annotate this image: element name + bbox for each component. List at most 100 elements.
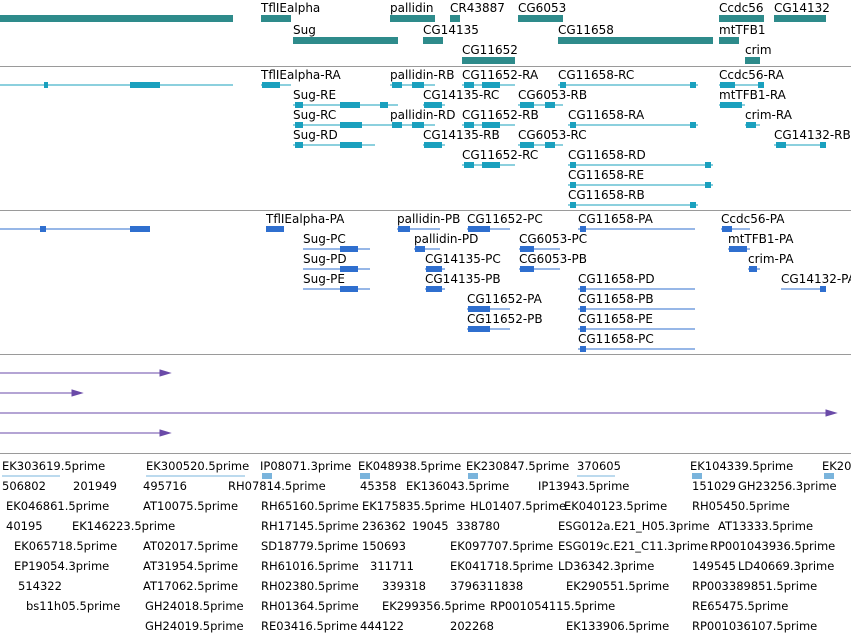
est-feature[interactable]: 236362 — [362, 519, 406, 533]
est-feature[interactable]: RP001043936.5prime — [710, 539, 835, 553]
transcript-feature[interactable]: CG14132-RB — [774, 128, 851, 148]
est-feature[interactable]: EK300520.5prime — [146, 459, 249, 477]
est-feature[interactable]: RE03416.5prime — [261, 619, 357, 633]
est-feature[interactable]: EK065718.5prime — [14, 539, 117, 553]
protein-feature[interactable]: CG11652-PC — [467, 212, 543, 232]
est-feature[interactable]: 45358 — [360, 479, 397, 493]
est-feature[interactable]: RH17145.5prime — [261, 519, 359, 533]
gene-feature[interactable]: CG14135 — [423, 23, 479, 44]
transcript-feature[interactable]: CG6053-RC — [518, 128, 587, 148]
gene-feature[interactable]: CR43887 — [450, 1, 505, 22]
gene-feature[interactable]: CG11652 — [462, 43, 518, 64]
transcript-feature[interactable]: CG11658-RD — [568, 148, 713, 168]
est-feature[interactable]: EK136043.5prime — [406, 479, 509, 493]
est-feature[interactable]: EK290551.5prime — [566, 579, 669, 593]
gene-feature[interactable]: mtTFB1 — [719, 23, 766, 44]
alignment-feature[interactable] — [0, 429, 172, 437]
transcript-feature[interactable]: CG11652-RA — [462, 68, 539, 88]
est-feature[interactable]: AT10075.5prime — [143, 499, 238, 513]
est-feature[interactable]: AT17062.5prime — [143, 579, 238, 593]
est-feature[interactable]: ESG012a.E21_H05.3prime — [558, 519, 710, 533]
protein-feature[interactable]: pallidin-PB — [397, 212, 460, 232]
est-feature[interactable]: 311711 — [370, 559, 414, 573]
protein-feature[interactable]: Ccdc56-PA — [721, 212, 785, 232]
protein-feature[interactable]: CG6053-PB — [519, 252, 587, 272]
est-feature[interactable]: HL01407.5prime — [470, 499, 566, 513]
protein-feature[interactable]: CG11658-PD — [578, 272, 695, 292]
transcript-feature[interactable]: Sug-RE — [293, 88, 398, 108]
est-feature[interactable]: SD18779.5prime — [261, 539, 358, 553]
est-feature[interactable]: RP001036107.5prime — [692, 619, 817, 633]
transcript-feature[interactable]: CG14135-RB — [423, 128, 500, 148]
protein-feature[interactable]: Sug-PC — [303, 232, 370, 252]
est-feature[interactable]: 150693 — [362, 539, 406, 553]
gene-feature[interactable] — [0, 15, 233, 22]
transcript-feature[interactable]: CG6053-RB — [518, 88, 587, 108]
transcript-feature[interactable]: TflIEalpha-RA — [260, 68, 341, 88]
protein-feature[interactable]: Sug-PD — [303, 252, 370, 272]
est-feature[interactable]: RH07814.5prime — [228, 479, 326, 493]
protein-feature[interactable]: CG11658-PC — [578, 332, 695, 352]
transcript-feature[interactable]: crim-RA — [745, 108, 793, 128]
est-feature[interactable]: 514322 — [18, 579, 62, 593]
est-feature[interactable]: RP003389851.5prime — [692, 579, 817, 593]
alignment-feature[interactable] — [0, 369, 172, 377]
protein-feature[interactable]: CG11652-PB — [467, 312, 543, 332]
transcript-feature[interactable]: CG11658-RA — [568, 108, 698, 128]
transcript-feature[interactable]: CG11652-RC — [462, 148, 538, 168]
est-feature[interactable]: 3796311838 — [450, 579, 523, 593]
est-feature[interactable]: 202268 — [450, 619, 494, 633]
protein-feature[interactable]: CG11658-PE — [578, 312, 695, 332]
transcript-feature[interactable]: CG14135-RC — [423, 88, 499, 108]
gene-feature[interactable]: crim — [745, 43, 772, 64]
est-feature[interactable]: EK048938.5prime — [358, 459, 461, 479]
est-feature[interactable]: RH61016.5prime — [261, 559, 359, 573]
protein-feature[interactable]: Sug-PE — [303, 272, 370, 292]
est-feature[interactable]: ESG019c.E21_C11.3prime — [558, 539, 708, 553]
est-feature[interactable]: RH01364.5prime — [261, 599, 359, 613]
protein-feature[interactable]: CG14135-PC — [425, 252, 501, 272]
transcript-feature[interactable]: pallidin-RB — [390, 68, 454, 88]
est-feature[interactable]: 444122 — [360, 619, 404, 633]
est-feature[interactable]: RH02380.5prime — [261, 579, 359, 593]
est-feature[interactable]: GH23256.3prime — [738, 479, 837, 493]
protein-feature[interactable] — [0, 226, 150, 232]
protein-feature[interactable]: pallidin-PD — [414, 232, 478, 252]
est-feature[interactable]: 339318 — [382, 579, 426, 593]
transcript-feature[interactable]: CG11658-RE — [568, 168, 713, 188]
protein-feature[interactable]: TflIEalpha-PA — [265, 212, 345, 232]
protein-feature[interactable]: CG11652-PA — [467, 292, 543, 312]
transcript-feature[interactable]: mtTFB1-RA — [719, 88, 787, 108]
protein-feature[interactable]: mtTFB1-PA — [728, 232, 794, 252]
transcript-feature[interactable]: Sug-RC — [293, 108, 398, 128]
alignment-feature[interactable] — [0, 389, 84, 397]
est-feature[interactable]: EK175835.5prime — [362, 499, 465, 513]
transcript-feature[interactable] — [0, 82, 233, 88]
est-feature[interactable]: 40195 — [6, 519, 43, 533]
gene-feature[interactable]: CG14132 — [774, 1, 830, 22]
gene-feature[interactable]: Ccdc56 — [719, 1, 764, 22]
est-feature[interactable]: 338780 — [456, 519, 500, 533]
est-feature[interactable]: GH24019.5prime — [145, 619, 244, 633]
est-feature[interactable]: 370605 — [577, 459, 621, 477]
est-feature[interactable]: EK230847.5prime — [466, 459, 569, 479]
transcript-feature[interactable]: CG11658-RC — [558, 68, 698, 88]
est-feature[interactable]: RH65160.5prime — [261, 499, 359, 513]
est-feature[interactable]: RP001054115.5prime — [490, 599, 615, 613]
est-feature[interactable]: RE65475.5prime — [692, 599, 788, 613]
est-feature[interactable]: EK299356.5prime — [382, 599, 485, 613]
est-feature[interactable]: EK20 — [822, 459, 851, 479]
transcript-feature[interactable]: Ccdc56-RA — [719, 68, 785, 88]
est-feature[interactable]: RH05450.5prime — [692, 499, 790, 513]
est-feature[interactable]: LD36342.3prime — [558, 559, 654, 573]
gene-feature[interactable]: CG11658 — [558, 23, 713, 44]
est-feature[interactable]: AT13333.5prime — [718, 519, 813, 533]
est-feature[interactable]: IP08071.3prime — [260, 459, 351, 479]
est-feature[interactable]: LD40669.3prime — [738, 559, 834, 573]
est-feature[interactable]: bs11h05.5prime — [26, 599, 120, 613]
est-feature[interactable]: EK133906.5prime — [566, 619, 669, 633]
est-feature[interactable]: IP13943.5prime — [538, 479, 629, 493]
gene-feature[interactable]: TflIEalpha — [260, 1, 320, 22]
est-feature[interactable]: 151029 — [692, 479, 736, 493]
transcript-feature[interactable]: pallidin-RD — [390, 108, 455, 128]
